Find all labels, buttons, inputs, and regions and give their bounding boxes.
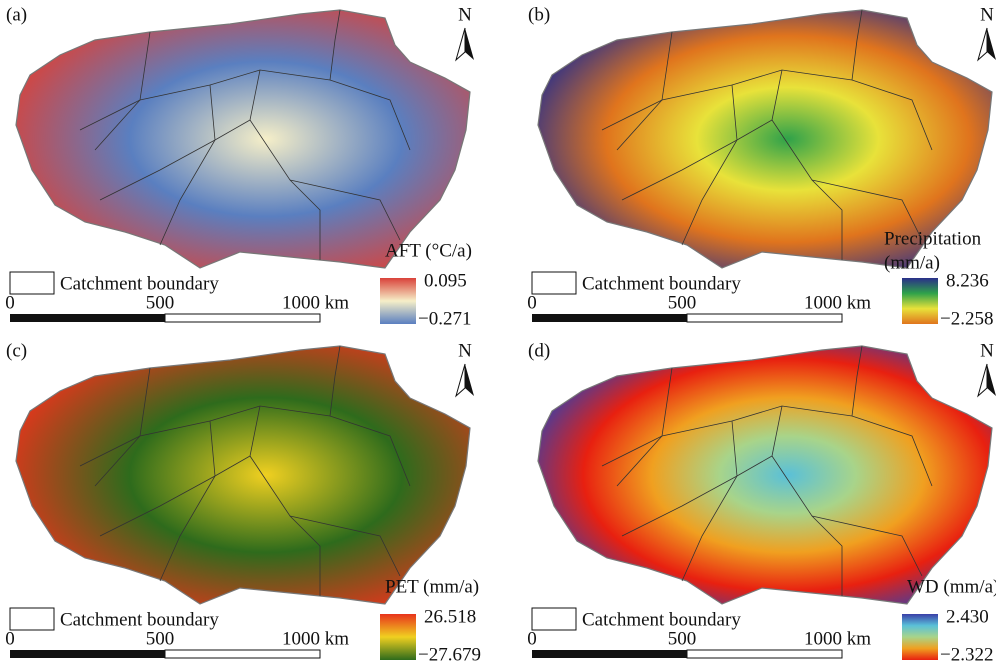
catchment-boundary (159, 420, 216, 582)
scale-label: 0 (5, 628, 15, 649)
colorbar (380, 614, 416, 660)
panel-label: (c) (6, 340, 27, 361)
scale-label: 0 (527, 628, 537, 649)
panel-label: (a) (6, 4, 27, 25)
catchment-boundary (851, 9, 863, 81)
scale-bar-white (686, 313, 843, 323)
north-arrow (465, 28, 474, 60)
map-panel: (c) N PET (mm/a) 26.518 −27.679 Catchment bou… (5, 340, 481, 665)
catchment-boundary (811, 179, 923, 241)
catchment-boundary (811, 515, 923, 577)
scale-label: 500 (668, 292, 697, 313)
north-arrow (455, 363, 466, 398)
catchment-boundary (736, 119, 773, 141)
legend-title: Precipitation (884, 228, 982, 249)
colorbar (902, 278, 938, 324)
legend-title: WD (mm/a) (907, 576, 996, 597)
legend-text: Catchment boundary (582, 273, 741, 294)
north-label: N (458, 340, 472, 361)
catchment-boundary (214, 119, 251, 141)
map-area (537, 345, 993, 605)
legend-max: 26.518 (424, 606, 476, 627)
scale-bar-black (10, 650, 165, 658)
panel-label: (b) (528, 4, 550, 25)
legend-text: Catchment boundary (60, 609, 219, 630)
legend-min: −27.679 (418, 644, 481, 665)
scale-bar-black (532, 314, 687, 322)
scale-label: 500 (668, 628, 697, 649)
panel-label: (d) (528, 340, 550, 361)
map-area (15, 9, 471, 269)
catchment-boundary (736, 455, 773, 477)
catchment-boundary (616, 367, 673, 487)
legend-title: PET (mm/a) (385, 576, 479, 597)
scale-label: 1000 km (804, 292, 871, 313)
scale-label: 0 (527, 292, 537, 313)
catchment-boundary (681, 84, 738, 246)
north-arrow (987, 364, 996, 396)
legend-text: Catchment boundary (582, 609, 741, 630)
legend-title: AFT (°C/a) (385, 240, 472, 261)
catchment-boundary (99, 139, 216, 201)
scale-label: 0 (5, 292, 15, 313)
scale-label: 1000 km (282, 628, 349, 649)
scale-bar-black (10, 314, 165, 322)
catchment-boundary (159, 84, 216, 246)
north-arrow (987, 28, 996, 60)
legend-text: Catchment boundary (60, 273, 219, 294)
map-panel: (b) N Precipitation (mm/a) 8.236 −2.258 Catchm… (527, 4, 996, 329)
scale-label: 1000 km (804, 628, 871, 649)
north-label: N (458, 4, 472, 25)
north-arrow (465, 364, 474, 396)
legend-max: 0.095 (424, 270, 467, 291)
map-area (15, 345, 471, 605)
scale-bar-white (686, 649, 843, 659)
legend-title: (mm/a) (884, 252, 940, 273)
catchment-boundary (621, 475, 738, 537)
catchment-boundary (616, 31, 673, 151)
catchment-boundary (851, 345, 863, 417)
legend-min: −2.258 (940, 308, 993, 329)
north-label: N (980, 4, 994, 25)
catchment-boundary (289, 515, 401, 577)
legend-max: 8.236 (946, 270, 989, 291)
catchment-boundary (289, 179, 401, 241)
catchment-boundary (214, 455, 251, 477)
catchment-boundary (621, 139, 738, 201)
north-arrow (455, 27, 466, 62)
legend-box (531, 271, 577, 295)
catchment-boundary (329, 9, 341, 81)
catchment-boundary (329, 345, 341, 417)
scale-label: 500 (146, 292, 175, 313)
colorbar (380, 278, 416, 324)
legend-max: 2.430 (946, 606, 989, 627)
map-panel: (a) N AFT (°C/a) 0.095 −0.271 Catchment bound… (5, 4, 474, 329)
map-area (537, 9, 993, 269)
north-arrow (977, 363, 988, 398)
catchment-boundary (681, 420, 738, 582)
catchment-boundary (94, 31, 151, 151)
legend-box (9, 607, 55, 631)
legend-box (9, 271, 55, 295)
colorbar (902, 614, 938, 660)
scale-label: 1000 km (282, 292, 349, 313)
scale-label: 500 (146, 628, 175, 649)
legend-box (531, 607, 577, 631)
scale-bar-black (532, 650, 687, 658)
catchment-boundary (99, 475, 216, 537)
catchment-boundary (94, 367, 151, 487)
scale-bar-white (164, 649, 321, 659)
legend-min: −2.322 (940, 644, 993, 665)
north-arrow (977, 27, 988, 62)
map-panel: (d) N WD (mm/a) 2.430 −2.322 Catchment bounda… (527, 340, 996, 665)
scale-bar-white (164, 313, 321, 323)
legend-min: −0.271 (418, 308, 471, 329)
north-label: N (980, 340, 994, 361)
